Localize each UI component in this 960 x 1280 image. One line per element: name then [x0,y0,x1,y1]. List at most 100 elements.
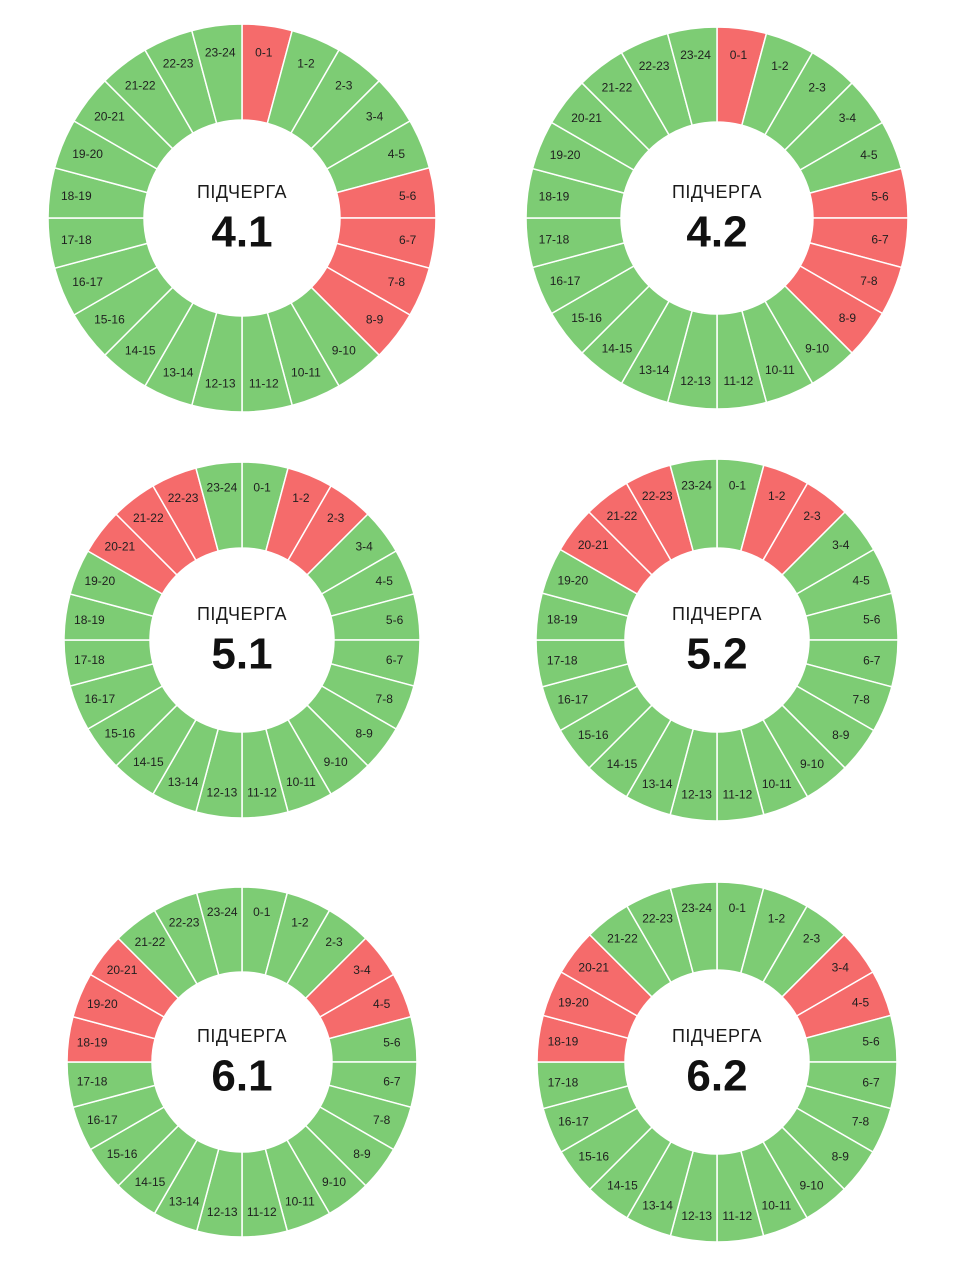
segment-label: 10-11 [285,1195,315,1209]
segment-label: 2-3 [325,935,343,949]
segment-label: 15-16 [94,313,125,327]
queue-number: 4.1 [211,208,272,257]
segment-label: 22-23 [642,911,673,925]
segment-label: 3-4 [353,963,371,977]
segment-label: 19-20 [550,148,581,162]
segment-label: 3-4 [366,109,384,123]
segment-label: 10-11 [762,777,792,791]
segment-label: 19-20 [72,147,103,161]
segment-23-24-on [195,461,243,553]
center-caption: ПІДЧЕРГА [672,182,762,202]
queue-number: 4.2 [686,208,747,257]
segment-label: 1-2 [768,489,786,503]
segment-label: 21-22 [135,935,166,949]
queue-number: 5.1 [211,630,272,679]
segment-label: 9-10 [324,755,348,769]
donut-chart-4-2: 0-1 1-2 2-3 3-4 4-5 5-6 6-7 7-8 8-9 9-10 10-11 11-1… [525,26,909,410]
segment-label: 9-10 [800,1178,824,1192]
segment-label: 9-10 [805,341,829,355]
segment-23-24-on [190,23,243,125]
segment-label: 19-20 [87,997,118,1011]
segment-label: 11-12 [722,1209,752,1223]
segment-label: 2-3 [335,78,353,92]
segment-label: 23-24 [207,480,238,494]
segment-label: 12-13 [207,1205,238,1219]
segment-label: 12-13 [205,377,236,391]
segment-label: 0-1 [255,45,273,59]
segment-label: 18-19 [548,1035,579,1049]
donut-chart-5-2: 0-1 1-2 2-3 3-4 4-5 5-6 6-7 7-8 8-9 9-10 10-11 11-1… [535,458,899,822]
segment-label: 23-24 [680,48,711,62]
segment-label: 13-14 [168,775,199,789]
segment-label: 20-21 [105,539,136,553]
segment-label: 15-16 [107,1147,138,1161]
segment-label: 11-12 [247,786,277,800]
segment-label: 16-17 [84,692,115,706]
segment-label: 8-9 [366,313,384,327]
segment-label: 4-5 [376,574,394,588]
center-caption: ПІДЧЕРГА [197,604,287,624]
center-caption: ПІДЧЕРГА [197,1026,287,1046]
segment-label: 21-22 [607,932,638,946]
segment-label: 10-11 [762,1199,792,1213]
segment-label: 3-4 [839,111,857,125]
segment-label: 11-12 [249,377,279,391]
segment-label: 13-14 [169,1195,200,1209]
segment-label: 19-20 [558,996,589,1010]
segment-label: 9-10 [800,757,824,771]
center-caption: ПІДЧЕРГА [197,182,287,202]
segment-23-24-on [669,881,718,975]
segment-label: 8-9 [353,1147,371,1161]
segment-label: 22-23 [168,491,199,505]
segment-label: 23-24 [205,45,236,59]
segment-label: 5-6 [862,1035,880,1049]
segment-label: 0-1 [729,901,747,915]
segment-label: 12-13 [681,788,712,802]
segment-label: 18-19 [77,1035,108,1049]
segment-label: 4-5 [853,573,871,587]
segment-label: 18-19 [539,190,570,204]
segment-label: 6-7 [383,1075,401,1089]
segment-label: 16-17 [558,1114,589,1128]
segment-label: 16-17 [87,1113,118,1127]
segment-label: 17-18 [74,653,105,667]
segment-label: 20-21 [571,111,602,125]
segment-label: 4-5 [860,148,878,162]
segment-label: 1-2 [291,915,309,929]
segment-label: 8-9 [832,728,850,742]
segment-label: 7-8 [860,274,878,288]
segment-label: 17-18 [548,1075,579,1089]
segment-label: 3-4 [355,539,373,553]
segment-label: 14-15 [125,344,156,358]
segment-label: 9-10 [322,1175,346,1189]
queue-number: 5.2 [686,630,747,679]
segment-label: 20-21 [578,538,609,552]
segment-label: 17-18 [539,232,570,246]
segment-label: 6-7 [871,232,889,246]
segment-label: 13-14 [639,363,670,377]
segment-label: 17-18 [61,233,92,247]
queue-number: 6.2 [686,1052,747,1101]
segment-label: 2-3 [808,81,826,95]
segment-label: 22-23 [163,57,194,71]
segment-label: 23-24 [207,905,238,919]
segment-label: 10-11 [291,365,321,379]
segment-label: 6-7 [862,1075,880,1089]
segment-label: 23-24 [681,478,712,492]
segment-label: 12-13 [680,374,711,388]
segment-label: 8-9 [832,1150,850,1164]
segment-label: 7-8 [373,1113,391,1127]
segment-label: 15-16 [578,1150,609,1164]
segment-label: 2-3 [803,932,821,946]
segment-label: 10-11 [765,363,795,377]
segment-label: 3-4 [832,538,850,552]
segment-label: 0-1 [253,905,271,919]
donut-chart-6-2: 0-1 1-2 2-3 3-4 4-5 5-6 6-7 7-8 8-9 9-10 10-11 11-1… [536,881,898,1243]
donut-chart-6-1: 0-1 1-2 2-3 3-4 4-5 5-6 6-7 7-8 8-9 9-10 10-11 11-1… [66,886,418,1238]
segment-label: 17-18 [547,653,578,667]
segment-23-24-on [666,26,718,127]
segment-label: 5-6 [871,190,889,204]
center-caption: ПІДЧЕРГА [672,1026,762,1046]
segment-label: 18-19 [547,613,578,627]
